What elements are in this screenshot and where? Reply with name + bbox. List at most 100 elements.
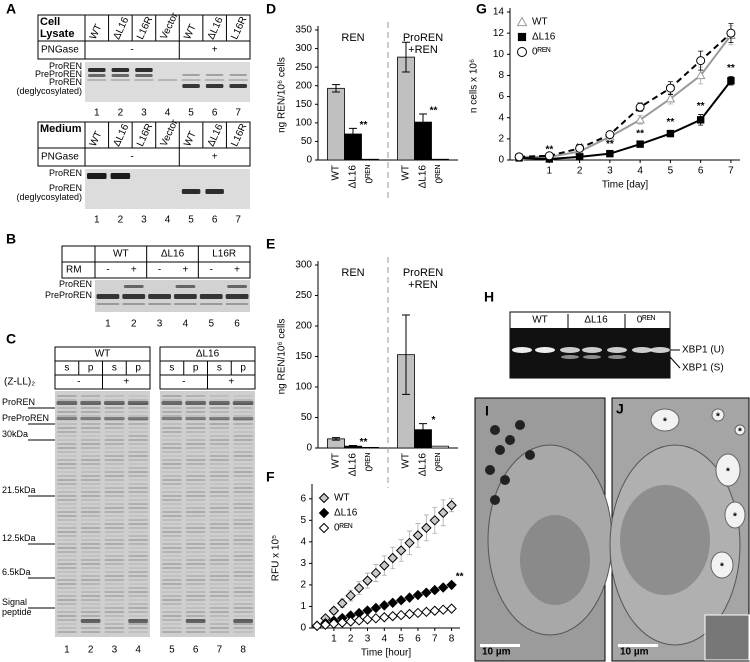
gel-band [185, 559, 206, 561]
lane-label: ΔL16 [206, 15, 226, 41]
table-title-box: Cell Lysate [40, 16, 74, 40]
gel-band [162, 495, 182, 497]
gel-band [128, 495, 148, 497]
gel-band [80, 415, 101, 417]
gel-band [104, 491, 125, 493]
gel-band [57, 611, 77, 613]
gel-band [128, 419, 148, 421]
lane-number: 4 [165, 108, 171, 119]
lane-number: 2 [88, 645, 94, 656]
gel-band [80, 503, 101, 505]
marker [404, 537, 415, 549]
gel-band [185, 401, 206, 405]
gel-band [80, 543, 101, 545]
gel-band [104, 583, 125, 585]
y-tick-label: 350 [295, 25, 312, 36]
gel-band [80, 579, 101, 581]
lane-label: WT [182, 23, 199, 42]
gel-band [128, 535, 148, 537]
gel-band [582, 347, 602, 353]
gel-band [80, 511, 101, 513]
gel-band [128, 599, 148, 601]
gel-band [128, 427, 148, 429]
gel-band [57, 547, 77, 549]
marker [387, 597, 398, 609]
lane-number: 6 [212, 215, 218, 226]
gel-band [209, 463, 230, 465]
gel-band [185, 583, 206, 585]
gel-band [185, 551, 206, 553]
gel-band [209, 631, 230, 633]
gel-band [127, 417, 149, 420]
group-label: L16R [212, 249, 236, 260]
group-label: WT [532, 315, 548, 326]
vacuole-marker: * [663, 417, 667, 428]
gel-band [162, 435, 182, 437]
gel-band [57, 531, 77, 533]
gel-image [55, 391, 150, 637]
gel-band [57, 595, 77, 597]
gel-band [583, 355, 601, 359]
panel-letter: I [485, 403, 489, 419]
band-label-box: ProREN (deglycosylated) [16, 184, 82, 202]
gel-band [162, 499, 182, 501]
gel-band [128, 459, 148, 461]
gel-band [80, 531, 101, 533]
gel-band [229, 84, 247, 88]
gel-band [209, 439, 230, 441]
marker [429, 584, 440, 596]
gel-band [128, 543, 148, 545]
lane-number: 6 [212, 108, 218, 119]
gel-band [233, 555, 253, 557]
gel-band [233, 543, 253, 545]
band-label: XBP1 (S) [682, 363, 724, 374]
gel-band [209, 615, 230, 617]
lane-number: 6 [193, 645, 199, 656]
gel-band [233, 567, 253, 569]
bar-label: ΔL16 [418, 165, 429, 189]
lane-number: 8 [240, 645, 246, 656]
marker [370, 567, 382, 579]
gel-band [57, 411, 77, 413]
gel-band [233, 415, 253, 417]
marker [345, 590, 356, 601]
gel-band [162, 419, 182, 421]
y-tick-label: 0 [306, 443, 312, 454]
band-label: ProREN (deglycosylated) [16, 78, 82, 96]
gel-band [233, 463, 253, 465]
gel-band [57, 435, 77, 437]
gel-band [104, 555, 125, 557]
gel-band [185, 539, 206, 541]
gel-band [162, 455, 182, 457]
marker [437, 582, 449, 593]
gel-band [209, 419, 230, 421]
marker [412, 530, 424, 541]
gel-band [233, 523, 253, 525]
gel-band [185, 587, 206, 589]
lane-number: 3 [157, 319, 163, 330]
gel-band [128, 607, 148, 609]
gel-band [162, 491, 182, 493]
gel-band [80, 599, 101, 601]
gel-band [209, 467, 230, 469]
treatment-sign: - [182, 377, 185, 388]
x-tick-label: 7 [432, 634, 438, 645]
legend-marker [517, 32, 527, 42]
gel-band [80, 455, 101, 457]
gel-band [128, 587, 148, 589]
gel-band [162, 459, 182, 461]
gel-band [607, 347, 627, 353]
lane-number: 5 [188, 108, 194, 119]
vacuole-marker: * [720, 562, 724, 573]
gel-band [104, 407, 125, 409]
gel-band [209, 579, 230, 581]
gel-band [111, 68, 130, 72]
gel-band [80, 563, 101, 565]
band-label-box: PreProREN [35, 70, 82, 79]
gel-band [135, 74, 153, 77]
panel-letter: D [266, 1, 276, 17]
gel-band [233, 575, 253, 577]
gel-band [104, 475, 125, 477]
gel-band [57, 615, 77, 617]
gel-band [209, 515, 230, 517]
